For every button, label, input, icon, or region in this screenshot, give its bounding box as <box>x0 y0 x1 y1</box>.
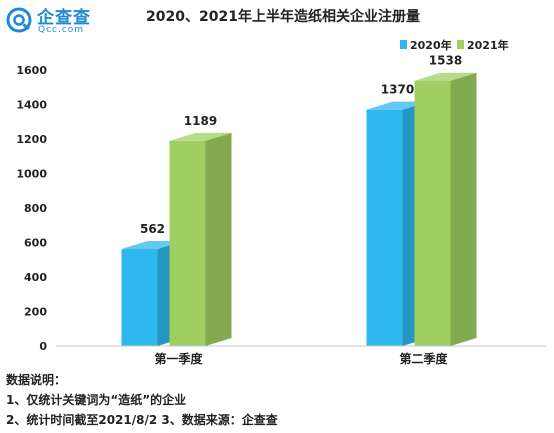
y-tick-label: 1600 <box>16 64 47 77</box>
bar-top <box>121 241 184 250</box>
y-tick-label: 600 <box>24 237 47 250</box>
notes-line-1: 1、仅统计关键词为“造纸”的企业 <box>6 393 187 407</box>
x-axis: 第一季度 第二季度 <box>56 345 546 366</box>
chart-title: 2020、2021年上半年造纸相关企业注册量 <box>146 9 420 25</box>
bar-top <box>366 101 429 110</box>
bar-top <box>414 72 477 81</box>
data-label: 1538 <box>429 54 462 68</box>
bar-top <box>169 132 232 141</box>
bar-front <box>169 140 206 346</box>
legend-swatch <box>457 40 464 49</box>
y-tick-label: 400 <box>24 271 47 284</box>
bar-chart: 2020年 2021年 0 200 400 600 800 1000 1200 1400 1600… <box>16 38 546 366</box>
bar-front <box>366 109 403 346</box>
y-tick-label: 1000 <box>16 168 47 181</box>
legend: 2020年 2021年 <box>400 38 509 52</box>
legend-swatch <box>400 40 407 49</box>
y-tick-label: 0 <box>39 340 47 353</box>
x-tick-label: 第一季度 <box>154 351 203 366</box>
data-label: 1189 <box>184 114 217 128</box>
legend-label: 2021年 <box>467 38 509 52</box>
qcc-logo-icon <box>6 7 32 33</box>
y-tick-label: 200 <box>24 306 47 319</box>
y-tick-label: 1200 <box>16 133 47 146</box>
data-notes: 数据说明： 1、仅统计关键词为“造纸”的企业 2、统计时间截至2021/8/2 … <box>6 370 278 430</box>
bar-side <box>205 132 232 346</box>
bar-side <box>450 72 477 346</box>
brand-logo: 企查查 Qcc.com <box>6 3 102 37</box>
x-tick-label: 第二季度 <box>399 351 448 366</box>
logo-brand-text: 企查查 <box>37 8 91 28</box>
notes-heading: 数据说明： <box>6 373 67 387</box>
bar-front <box>121 249 158 346</box>
data-label: 562 <box>140 222 165 236</box>
bar-front <box>414 80 451 346</box>
legend-label: 2020年 <box>410 38 452 52</box>
y-axis: 0 200 400 600 800 1000 1200 1400 1600 <box>16 64 47 353</box>
bars: 562 1189 1370 1538 <box>121 54 477 346</box>
y-tick-label: 800 <box>24 202 47 215</box>
notes-line-2: 2、统计时间截至2021/8/2 3、数据来源：企查查 <box>6 413 278 427</box>
logo-site-text: Qcc.com <box>38 25 85 35</box>
y-tick-label: 1400 <box>16 99 47 112</box>
data-label: 1370 <box>381 83 414 97</box>
